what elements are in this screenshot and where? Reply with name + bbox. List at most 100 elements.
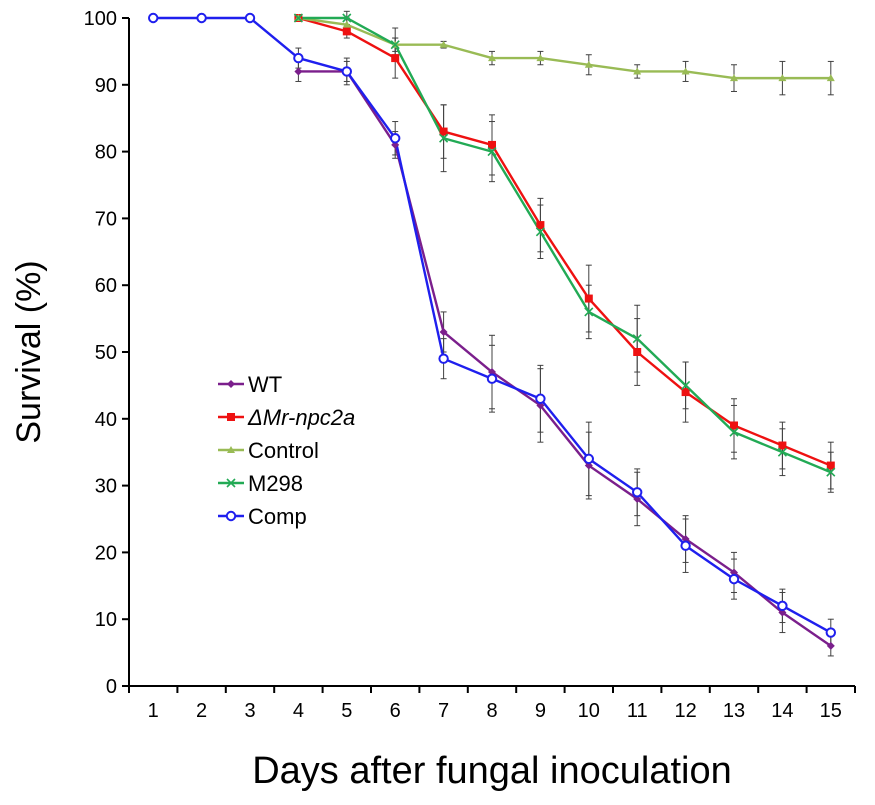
x-tick-label: 11 [627, 700, 648, 722]
series-1-point [294, 67, 303, 76]
series-4-point [826, 467, 836, 477]
series-2-point [536, 221, 545, 230]
series-2-point [826, 461, 835, 470]
series-4-point [439, 133, 449, 143]
legend-label: Control [248, 438, 319, 463]
legend-item: WT [218, 372, 282, 397]
error-bars [295, 10, 834, 657]
series-4-point [681, 380, 691, 390]
series-3-point [342, 20, 351, 28]
legend-swatch-marker [226, 478, 236, 488]
series-2-point [778, 441, 787, 450]
series-2-point [584, 294, 593, 303]
series-4-point [342, 13, 352, 23]
series-1-point [826, 641, 835, 650]
legend-swatch-marker [227, 413, 235, 421]
y-axis-title: Survival (%) [10, 260, 48, 443]
series-5-point [486, 373, 498, 384]
series-5-point [535, 393, 546, 404]
series-5-point [341, 66, 352, 77]
legend-item: Comp [218, 504, 307, 529]
series-5-point [777, 600, 788, 612]
series-2-point [633, 348, 642, 356]
series-4-point [632, 334, 642, 344]
legend: WT ΔMr-npc2a Control M298 Comp [218, 372, 355, 529]
series-4-point [777, 447, 787, 457]
series-5-line [153, 16, 832, 634]
x-tick-label: 1 [148, 700, 159, 722]
x-tick-label: 13 [723, 700, 745, 722]
series-2-point [730, 421, 738, 430]
x-tick-label: 14 [771, 700, 793, 722]
x-tick-label: 3 [244, 700, 255, 722]
y-tick-label: 10 [95, 609, 117, 631]
series-5-point [583, 453, 594, 465]
legend-item: Control [218, 438, 319, 463]
series-4-point [487, 147, 497, 157]
y-tick-label: 80 [95, 142, 117, 164]
series-5-point [196, 12, 207, 24]
series-4-point [390, 40, 400, 50]
x-tick-label: 6 [390, 700, 401, 722]
x-tick-label: 2 [196, 700, 207, 722]
x-tick-label: 7 [438, 700, 449, 722]
series-5-point [438, 353, 449, 364]
x-tick-label: 10 [578, 700, 600, 722]
series-5-point [728, 573, 740, 585]
x-tick-label: 12 [674, 700, 696, 722]
series-4-point [535, 227, 545, 237]
series-2-line [298, 16, 832, 467]
legend-label: ΔMr-npc2a [247, 405, 355, 430]
y-tick-label: 90 [95, 75, 117, 97]
x-tick-label: 4 [293, 700, 304, 722]
y-tick-label: 70 [95, 208, 117, 230]
x-axis-title: Days after fungal inoculation [252, 750, 732, 792]
series-2-point [681, 388, 690, 397]
series-3-point [826, 74, 835, 82]
series-5-point [680, 540, 691, 551]
y-tick-label: 100 [84, 8, 117, 30]
y-tick-label: 60 [95, 275, 117, 297]
series-3-point [730, 74, 738, 82]
legend-swatch-marker [225, 510, 237, 522]
series-2-point [342, 27, 351, 36]
series-lines [148, 12, 836, 650]
y-tick-label: 50 [95, 342, 117, 364]
series-3-point [439, 40, 448, 48]
y-tick-label: 40 [95, 409, 117, 431]
series-5-point [632, 487, 643, 498]
series-3-point [536, 54, 545, 62]
series-2-point [391, 54, 400, 63]
series-5-point [293, 52, 304, 64]
legend-label: WT [248, 372, 282, 397]
series-5-point [825, 627, 836, 638]
x-tick-label: 15 [820, 700, 842, 722]
series-4-point [729, 427, 739, 437]
y-tick-label: 0 [106, 676, 117, 698]
x-tick-label: 5 [341, 700, 352, 722]
series-3-point [778, 74, 787, 82]
series-4-line [298, 16, 832, 474]
y-tick-label: 20 [95, 542, 117, 564]
series-5-point [390, 133, 401, 144]
series-1-line [298, 70, 832, 647]
series-3-point [633, 67, 642, 75]
legend-swatch-marker [227, 446, 235, 453]
series-2-point [439, 127, 448, 136]
series-5-point [148, 12, 159, 24]
legend-item: M298 [218, 471, 303, 496]
x-tick-label: 8 [486, 700, 497, 722]
x-tick-label: 9 [535, 700, 546, 722]
series-1-point [439, 327, 448, 336]
series-5-point [244, 12, 256, 24]
legend-swatch-marker [227, 380, 235, 388]
series-3-point [681, 67, 690, 75]
y-tick-label: 30 [95, 476, 117, 498]
legend-label: Comp [248, 504, 307, 529]
series-4-point [584, 307, 594, 317]
series-3-point [584, 60, 593, 68]
series-2-point [488, 140, 496, 149]
